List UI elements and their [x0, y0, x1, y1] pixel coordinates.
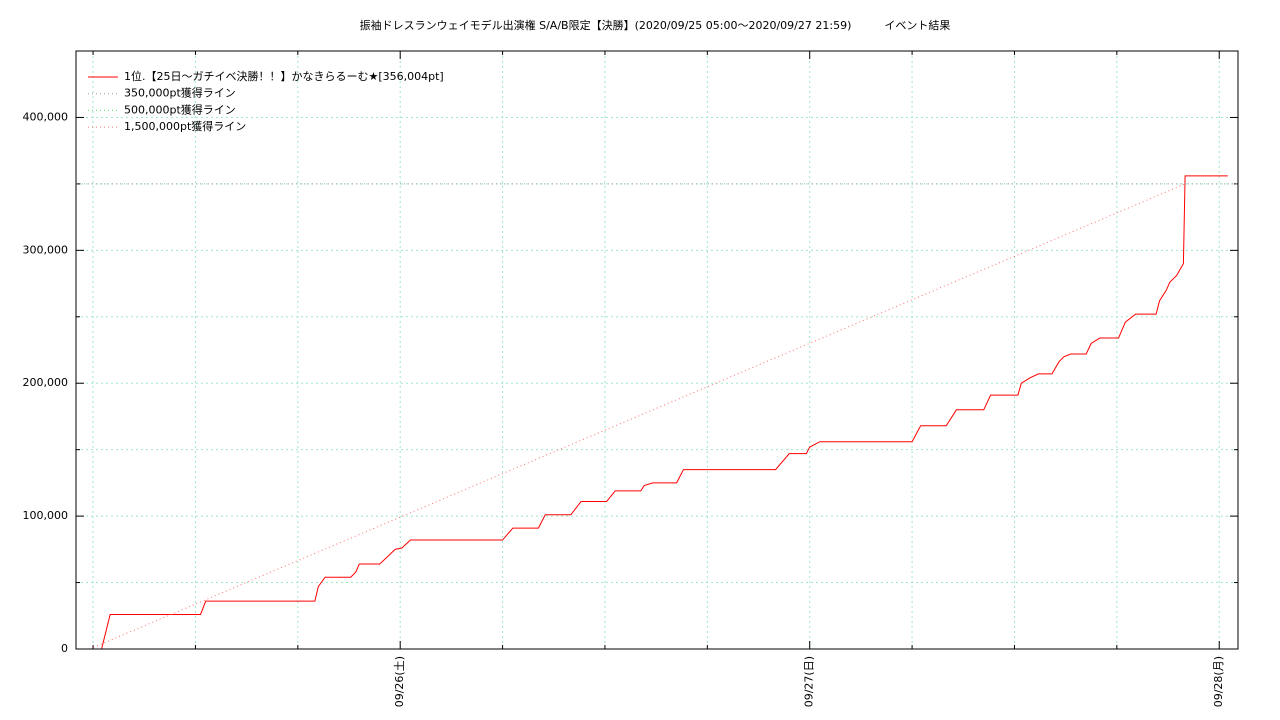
legend-label: 500,000pt獲得ライン	[124, 103, 236, 116]
y-tick-label: 300,000	[23, 243, 69, 256]
plot-area	[76, 175, 1238, 649]
x-tick-label: 09/28(月)	[1212, 656, 1225, 707]
y-tick-label: 200,000	[23, 376, 69, 389]
series-line	[89, 183, 1186, 649]
y-tick-label: 0	[61, 642, 68, 655]
y-tick-label: 100,000	[23, 509, 69, 522]
x-tick-label: 09/27(日)	[803, 656, 816, 707]
y-tick-label: 400,000	[23, 110, 69, 123]
series-line	[101, 175, 1228, 649]
legend-label: 1,500,000pt獲得ライン	[124, 120, 246, 133]
plot-frame	[75, 50, 1239, 650]
legend-label: 1位.【25日～ガチイベ決勝！！】かなきらるーむ★[356,004pt]	[124, 69, 444, 83]
chart-title: 振袖ドレスランウェイモデル出演権 S/A/B限定【決勝】(2020/09/25 …	[360, 18, 951, 32]
legend-label: 350,000pt獲得ライン	[124, 87, 236, 100]
x-tick-label: 09/26(土)	[393, 656, 406, 707]
